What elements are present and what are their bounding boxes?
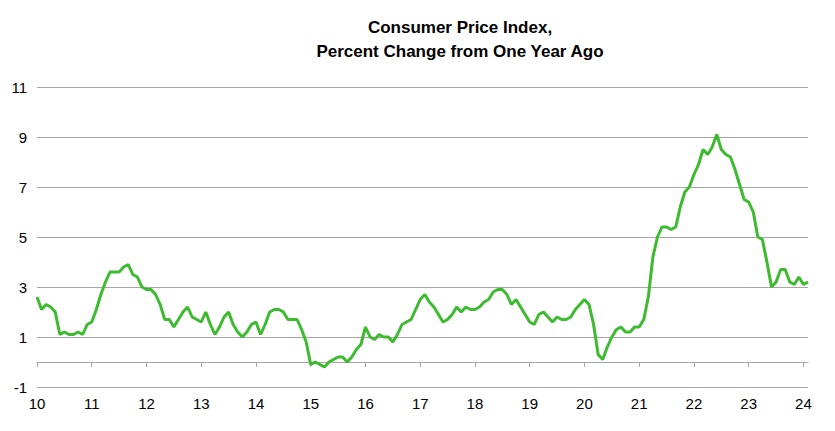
svg-text:18: 18 — [467, 395, 484, 412]
svg-text:11: 11 — [11, 79, 27, 96]
svg-text:12: 12 — [138, 395, 155, 412]
svg-text:9: 9 — [19, 129, 27, 146]
svg-text:23: 23 — [740, 395, 757, 412]
svg-text:10: 10 — [29, 395, 46, 412]
svg-text:17: 17 — [412, 395, 429, 412]
svg-text:5: 5 — [19, 229, 27, 246]
svg-text:22: 22 — [686, 395, 703, 412]
svg-text:1: 1 — [19, 329, 27, 346]
svg-text:Percent Change from One Year A: Percent Change from One Year Ago — [316, 42, 603, 61]
svg-text:14: 14 — [248, 395, 265, 412]
svg-text:19: 19 — [521, 395, 538, 412]
svg-text:11: 11 — [84, 395, 100, 412]
svg-text:-1: -1 — [14, 379, 27, 396]
svg-text:15: 15 — [302, 395, 319, 412]
svg-text:13: 13 — [193, 395, 210, 412]
svg-text:Consumer Price Index,: Consumer Price Index, — [368, 18, 552, 37]
svg-text:24: 24 — [795, 395, 812, 412]
svg-text:20: 20 — [576, 395, 593, 412]
svg-text:16: 16 — [357, 395, 374, 412]
svg-text:7: 7 — [19, 179, 27, 196]
svg-text:21: 21 — [631, 395, 648, 412]
svg-text:3: 3 — [19, 279, 27, 296]
